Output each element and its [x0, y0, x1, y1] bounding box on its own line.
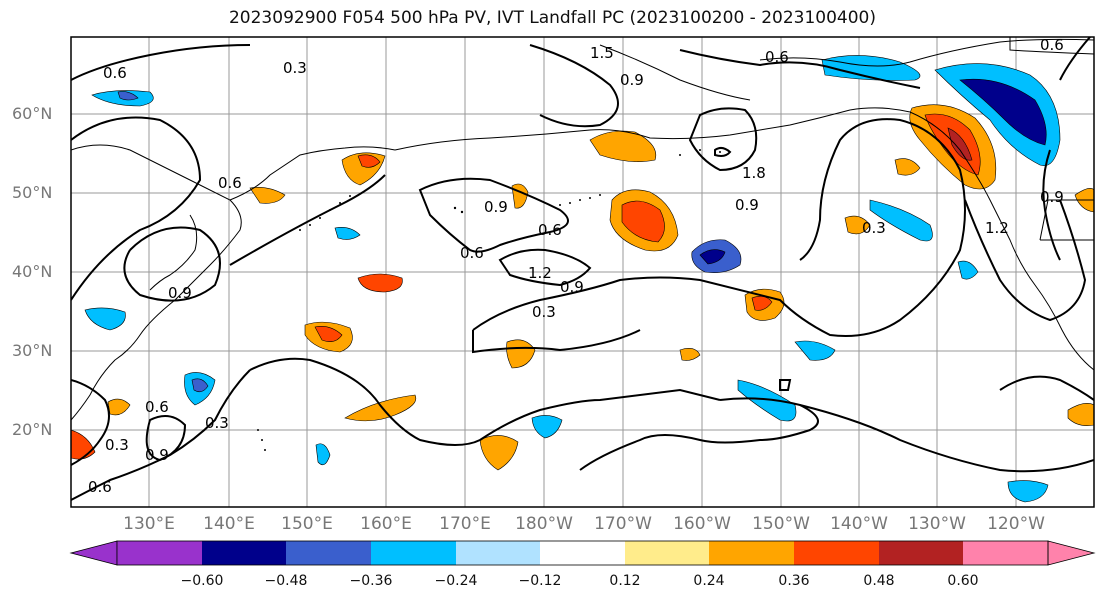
contour-label: 0.9	[1040, 188, 1064, 206]
contour-label: 0.3	[105, 436, 129, 454]
contour-label: 0.6	[538, 221, 562, 239]
contour-label: 0.3	[532, 303, 556, 321]
colorbar-tick: −0.60	[180, 573, 224, 589]
contour-label: 0.6	[88, 478, 112, 496]
lat-label-30n: 30°N	[12, 341, 53, 360]
contour-label: 0.6	[1040, 36, 1064, 54]
lon-label-130w: 130°W	[908, 514, 966, 534]
contour-label: 0.9	[560, 278, 584, 296]
lon-label-150w: 150°W	[752, 514, 810, 534]
lon-label-150e: 150°E	[281, 514, 333, 534]
colorbar-bin	[625, 541, 709, 565]
lon-label-160e: 160°E	[360, 514, 412, 534]
contour-labels: 0.6 0.3 1.5 0.9 0.6 0.6 1.8 0.9 0.6 0.9 …	[88, 36, 1064, 496]
contour-label: 1.8	[742, 164, 766, 182]
colorbar-bin	[371, 541, 456, 565]
colorbar-bin	[456, 541, 540, 565]
contour-label: 0.3	[862, 219, 886, 237]
colorbar-tick: −0.12	[518, 573, 562, 589]
colorbar	[69, 540, 1096, 566]
contour-label: 0.3	[205, 414, 229, 432]
contour-label: 1.2	[985, 219, 1009, 237]
lon-label-160w: 160°W	[673, 514, 731, 534]
lat-label-40n: 40°N	[12, 262, 53, 281]
lon-label-180w: 180°W	[515, 514, 573, 534]
contour-label: 0.6	[765, 48, 789, 66]
contour-label: 0.3	[283, 59, 307, 77]
colorbar-tick: 0.60	[947, 573, 979, 589]
colorbar-bin	[709, 541, 794, 565]
lat-label-50n: 50°N	[12, 183, 53, 202]
map-frame	[70, 36, 1095, 508]
contour-label: 0.6	[145, 398, 169, 416]
colorbar-tick: −0.36	[349, 573, 393, 589]
lon-label-170e: 170°E	[439, 514, 491, 534]
graticule	[71, 37, 1094, 507]
contour-label: 1.2	[528, 264, 552, 282]
colorbar-extend-low	[69, 540, 118, 566]
contour-label: 1.5	[590, 44, 614, 62]
contours	[71, 37, 1094, 501]
colorbar-tick: 0.36	[778, 573, 810, 589]
colorbar-bin	[879, 541, 963, 565]
colorbar-bin	[117, 541, 202, 565]
contour-label: 0.9	[484, 198, 508, 216]
coastlines	[71, 37, 1094, 421]
colorbar-tick: 0.48	[863, 573, 895, 589]
colorbar-extend-high	[1047, 540, 1096, 566]
map-title: 2023092900 F054 500 hPa PV, IVT Landfall…	[228, 8, 876, 28]
lon-label-140w: 140°W	[830, 514, 888, 534]
islands	[257, 149, 721, 451]
colorbar-tick: 0.12	[609, 573, 641, 589]
colorbar-bin	[963, 541, 1048, 565]
contour-label: 0.9	[735, 196, 759, 214]
lat-label-60n: 60°N	[12, 104, 53, 123]
contour-label: 0.6	[103, 64, 127, 82]
map-area: 0.6 0.3 1.5 0.9 0.6 0.6 1.8 0.9 0.6 0.9 …	[71, 36, 1094, 507]
lon-label-140e: 140°E	[203, 514, 255, 534]
lon-label-130e: 130°E	[123, 514, 175, 534]
contour-label: 0.6	[218, 174, 242, 192]
contour-label: 0.9	[168, 284, 192, 302]
colorbar-tick: −0.24	[434, 573, 478, 589]
pv-shading	[71, 55, 1094, 503]
colorbar-bin	[202, 541, 286, 565]
colorbar-bin	[794, 541, 879, 565]
contour-label: 0.6	[460, 244, 484, 262]
colorbar-tick: 0.24	[693, 573, 725, 589]
lon-label-170w: 170°W	[594, 514, 652, 534]
contour-label: 0.9	[620, 71, 644, 89]
lat-label-20n: 20°N	[12, 420, 53, 439]
colorbar-tick: −0.48	[264, 573, 308, 589]
colorbar-outline	[116, 540, 1049, 566]
lon-label-120w: 120°W	[987, 514, 1045, 534]
colorbar-bin	[540, 541, 625, 565]
contour-label: 0.9	[145, 446, 169, 464]
colorbar-bin	[286, 541, 371, 565]
